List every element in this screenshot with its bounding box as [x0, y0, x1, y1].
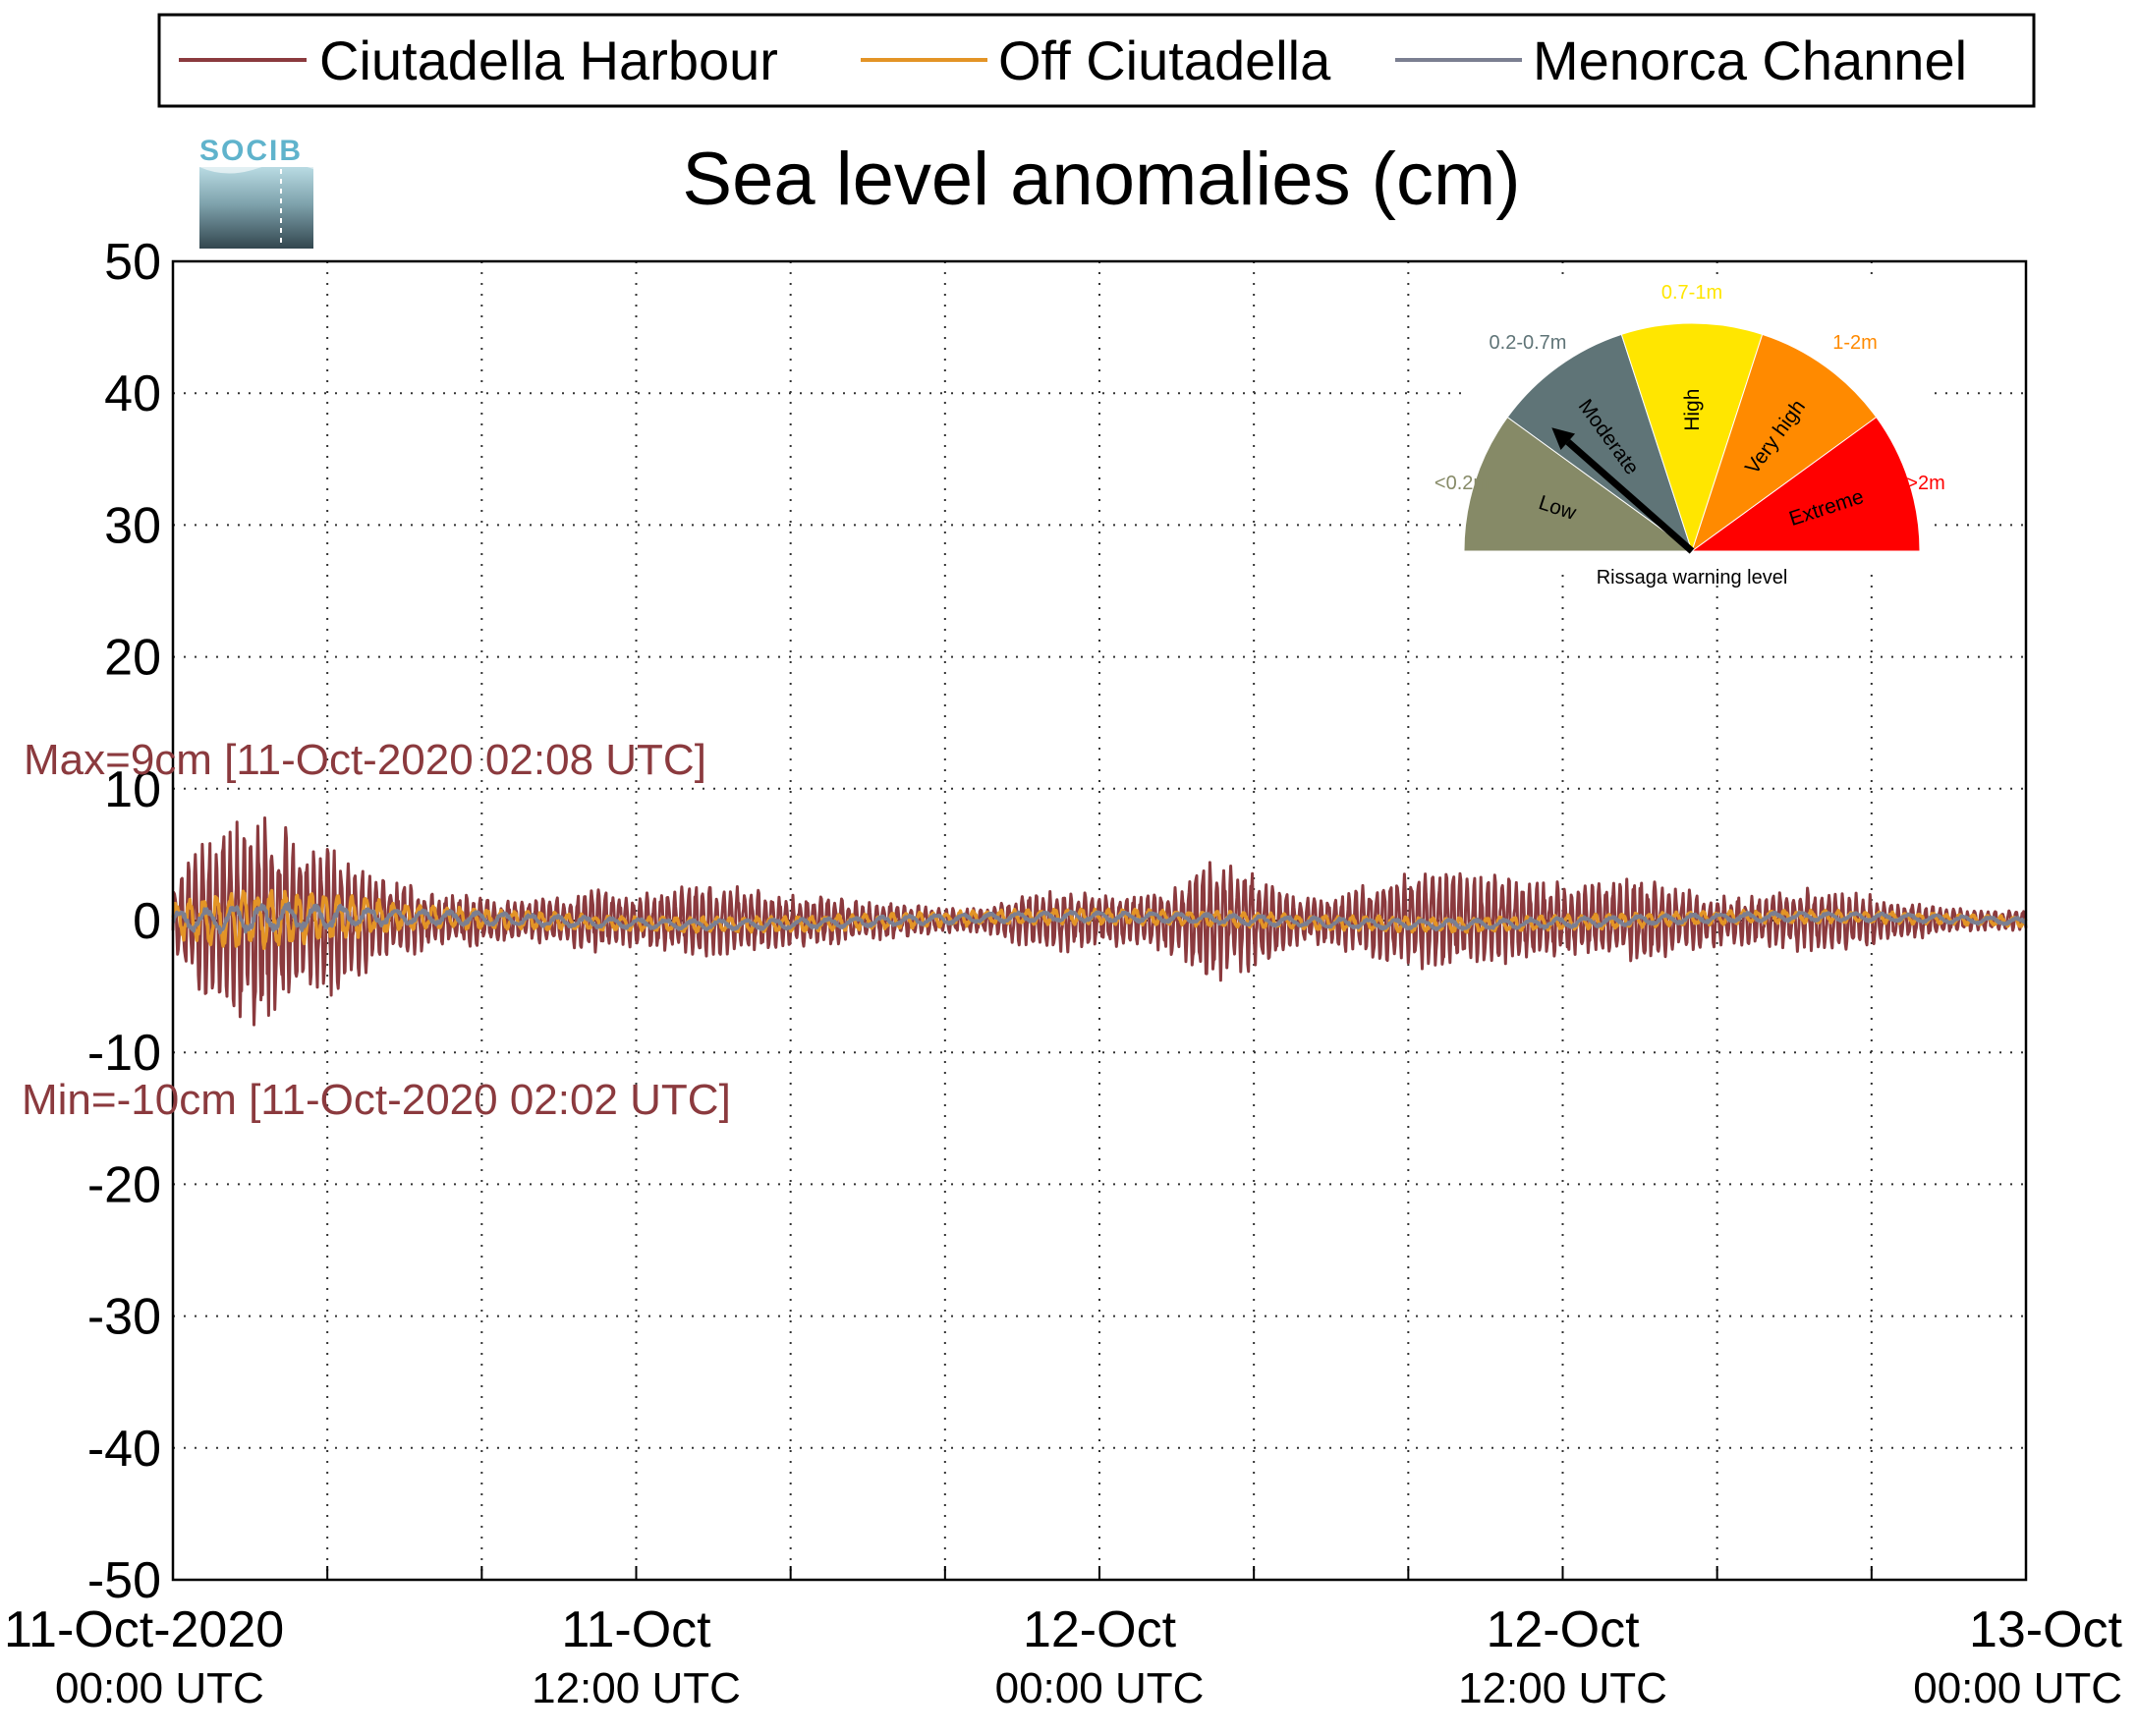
gauge-pointer: [1565, 439, 1695, 554]
legend: Ciutadella Harbour Off Ciutadella Menorc…: [157, 13, 2036, 108]
y-tick-label: 40: [104, 365, 161, 422]
y-axis: 50 40 30 20 10 0 -10 -20 -30 -40 -50: [87, 234, 161, 1609]
series-line-2: [171, 901, 2027, 935]
chart-title: Sea level anomalies (cm): [682, 138, 1520, 221]
gauge-range-label: 0.2-0.7m: [1490, 332, 1567, 354]
gauge-sector: [1690, 416, 1921, 552]
x-tick-sublabel: 00:00 UTC: [55, 1664, 264, 1712]
x-tick-label: 12-Oct: [1023, 1601, 1177, 1658]
gauge-sector: [1620, 322, 1764, 553]
legend-frame: [157, 13, 2036, 108]
logo-wave: [199, 167, 313, 249]
gauge-range-label: 1-2m: [1832, 332, 1878, 354]
x-tick-label: 11-Oct: [561, 1601, 711, 1658]
gauge-range-label: 0.7-1m: [1661, 282, 1722, 304]
x-tick-sublabel: 00:00 UTC: [1913, 1664, 2122, 1712]
series-line-0: [171, 816, 2028, 1027]
y-tick-label: -30: [87, 1289, 161, 1346]
x-tick-label: 13-Oct: [1969, 1601, 2123, 1658]
y-tick-label: -10: [87, 1025, 161, 1082]
series-layer: [171, 816, 2028, 1027]
plot-frame: [171, 259, 2028, 1582]
y-tick-label: -40: [87, 1421, 161, 1478]
x-tick-label: 11-Oct-2020: [4, 1601, 284, 1658]
x-tick-label: 12-Oct: [1486, 1601, 1640, 1658]
y-tick-label: 0: [133, 893, 161, 950]
y-tick-label: 10: [104, 761, 161, 818]
socib-logo: SOCIB: [199, 135, 313, 249]
x-tick-sublabel: 00:00 UTC: [995, 1664, 1205, 1712]
y-tick-label: 50: [104, 234, 161, 291]
max-annotation: Max=9cm [11-Oct-2020 02:08 UTC]: [24, 736, 706, 784]
y-tick-label: 30: [104, 497, 161, 554]
gauge-range-label: >2m: [1906, 473, 1944, 494]
min-annotation: Min=-10cm [11-Oct-2020 02:02 UTC]: [22, 1076, 731, 1124]
y-tick-label: -50: [87, 1552, 161, 1609]
y-tick-label: 20: [104, 630, 161, 687]
gauge-sector: [1691, 333, 1878, 553]
gauge-sector: [1506, 333, 1693, 553]
legend-label-channel: Menorca Channel: [1533, 29, 1967, 91]
gauge-title: Rissaga warning level: [1597, 567, 1788, 588]
legend-label-harbour: Ciutadella Harbour: [319, 29, 778, 91]
gauge-sector: [1463, 416, 1694, 552]
logo-text: SOCIB: [199, 135, 303, 167]
legend-label-off: Off Ciutadella: [998, 29, 1331, 91]
gauge-sector-label: High: [1681, 389, 1704, 431]
x-tick-sublabel: 12:00 UTC: [532, 1664, 741, 1712]
y-tick-label: -20: [87, 1156, 161, 1213]
x-axis: 11-Oct-2020 00:00 UTC 11-Oct 12:00 UTC 12-Oc…: [4, 1601, 2123, 1712]
x-tick-sublabel: 12:00 UTC: [1458, 1664, 1667, 1712]
logo-wave-crest: [199, 164, 313, 174]
gauge-range-label: <0.2m: [1434, 473, 1490, 494]
gauge-pointer-head: [1551, 427, 1576, 450]
